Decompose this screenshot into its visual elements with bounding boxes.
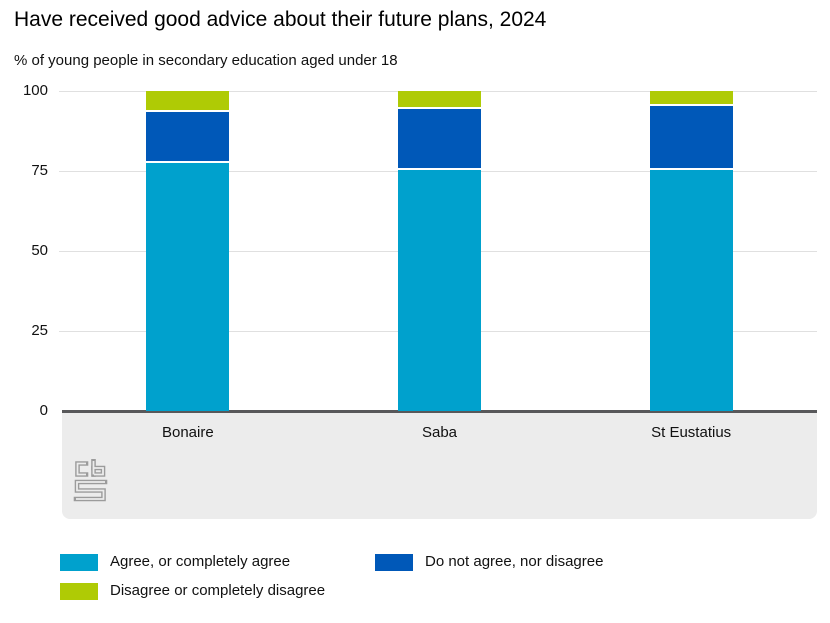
bar-segment-neither[interactable]: [398, 107, 481, 168]
bar-segment-neither[interactable]: [146, 110, 230, 162]
legend-label: Agree, or completely agree: [110, 553, 291, 570]
bar-bonaire[interactable]: [146, 91, 230, 411]
chart-title: Have received good advice about their fu…: [14, 8, 547, 31]
y-tick-label-25: 25: [31, 322, 48, 339]
x-category-label: Saba: [421, 424, 458, 441]
legend-swatch-neither: [375, 553, 413, 571]
y-tick-label-75: 75: [31, 162, 48, 179]
x-category-label: St Eustatius: [651, 424, 732, 441]
legend-swatch-disagree: [60, 582, 98, 600]
bar-segment-agree[interactable]: [398, 167, 481, 411]
x-category-label: Bonaire: [161, 424, 214, 441]
bar-segment-disagree[interactable]: [649, 91, 733, 104]
legend-item-neither[interactable]: Do not agree, nor disagree: [375, 553, 800, 571]
x-axis-line: [62, 410, 817, 413]
bar-segment-neither[interactable]: [649, 103, 733, 168]
legend-swatch-agree: [60, 553, 98, 571]
legend-label: Do not agree, nor disagree: [425, 553, 604, 570]
legend-item-disagree[interactable]: Disagree or completely disagree: [60, 582, 375, 600]
legend: Agree, or completely agree Do not agree, …: [60, 553, 800, 600]
plot-area: [59, 90, 817, 413]
chart-subtitle: % of young people in secondary education…: [14, 52, 398, 69]
y-tick-label-100: 100: [22, 82, 48, 99]
y-tick-label-0: 0: [39, 402, 48, 419]
legend-item-agree[interactable]: Agree, or completely agree: [60, 553, 375, 571]
cbs-logo-icon: [73, 458, 108, 502]
x-axis-band: Bonaire Saba St Eustatius: [62, 413, 817, 519]
bar-segment-agree[interactable]: [146, 161, 230, 411]
y-tick-label-50: 50: [31, 242, 48, 259]
bar-saba[interactable]: [398, 91, 481, 411]
y-axis: 0 25 50 75 100: [0, 82, 48, 419]
bar-segment-agree[interactable]: [649, 167, 733, 411]
bar-segment-disagree[interactable]: [398, 91, 481, 107]
cbs-logo: [73, 458, 109, 505]
bar-st-eustatius[interactable]: [649, 91, 733, 411]
bar-segment-disagree[interactable]: [146, 91, 230, 111]
legend-label: Disagree or completely disagree: [110, 582, 326, 599]
